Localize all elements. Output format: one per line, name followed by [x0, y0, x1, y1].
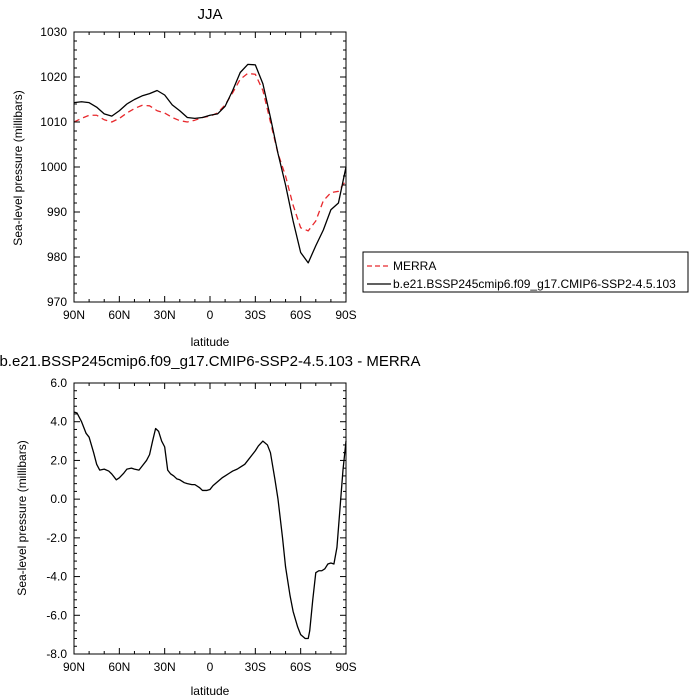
legend: MERRA b.e21.BSSP245cmip6.f09_g17.CMIP6-S… — [362, 251, 689, 293]
bottom-series-line-0 — [73, 411, 347, 640]
top-series-line-merra — [73, 72, 347, 232]
legend-box — [362, 251, 689, 293]
bottom-y-tick-label: 0.0 — [50, 492, 67, 506]
bottom-x-tick-label: 30N — [154, 660, 176, 674]
bottom-plot-area: 90N 60N 30N 0 30S 60S 90S -8.0 -6.0 -4.0 -2.0 0.0 2.… — [46, 376, 356, 674]
bottom-y-tick-label: 4.0 — [50, 415, 67, 429]
top-y-tick-label: 1010 — [40, 115, 67, 129]
top-series-line-b-e21-bssp245cmip6-f09-g17-cmip6-ssp2-4-5-103 — [73, 63, 347, 264]
top-x-tick-label: 90N — [63, 308, 85, 322]
top-y-tick-label: 980 — [47, 250, 67, 264]
top-y-tick-label: 990 — [47, 205, 67, 219]
bottom-x-tick-label: 90S — [335, 660, 356, 674]
slp-jja-panel: JJA 90N 60N 30N 0 30S 60S 90S 970 980 990 1000 1010… — [11, 6, 689, 349]
top-plot-frame — [73, 31, 347, 303]
bottom-x-tick-label: 90N — [63, 660, 85, 674]
bottom-y-tick-label: -4.0 — [46, 570, 67, 584]
top-x-tick-label: 30S — [245, 308, 266, 322]
top-x-axis-label: latitude — [191, 335, 230, 349]
bottom-x-tick-label: 60N — [108, 660, 130, 674]
top-y-tick-label: 1030 — [40, 25, 67, 39]
bottom-x-axis-label: latitude — [191, 684, 230, 698]
top-x-tick-label: 60N — [108, 308, 130, 322]
top-y-tick-label: 970 — [47, 295, 67, 309]
bottom-y-tick-label: 6.0 — [50, 376, 67, 390]
bottom-x-tick-label: 60S — [290, 660, 311, 674]
top-y-axis-label: Sea-level pressure (millibars) — [11, 90, 25, 245]
top-x-tick-label: 60S — [290, 308, 311, 322]
bottom-x-tick-label: 0 — [207, 660, 214, 674]
bottom-y-tick-label: -6.0 — [46, 608, 67, 622]
top-plot-area: 90N 60N 30N 0 30S 60S 90S 970 980 990 1000 1010 1020… — [40, 25, 356, 322]
top-x-tick-label: 0 — [207, 308, 214, 322]
top-x-tick-label: 90S — [335, 308, 356, 322]
bottom-y-tick-label: -8.0 — [46, 647, 67, 661]
top-x-tick-label: 30N — [154, 308, 176, 322]
top-y-tick-label: 1020 — [40, 70, 67, 84]
legend-label-model: b.e21.BSSP245cmip6.f09_g17.CMIP6-SSP2-4.… — [393, 277, 676, 291]
top-y-tick-label: 1000 — [40, 160, 67, 174]
top-chart-title: JJA — [197, 6, 222, 23]
slp-difference-panel: b.e21.BSSP245cmip6.f09_g17.CMIP6-SSP2-4.… — [0, 353, 421, 698]
bottom-plot-frame — [73, 382, 347, 655]
legend-label-merra: MERRA — [393, 259, 436, 273]
bottom-x-tick-label: 30S — [245, 660, 266, 674]
bottom-chart-title: b.e21.BSSP245cmip6.f09_g17.CMIP6-SSP2-4.… — [0, 353, 421, 370]
bottom-y-tick-label: 2.0 — [50, 453, 67, 467]
bottom-y-axis-label: Sea-level pressure (millibars) — [15, 440, 29, 595]
bottom-y-tick-label: -2.0 — [46, 531, 67, 545]
